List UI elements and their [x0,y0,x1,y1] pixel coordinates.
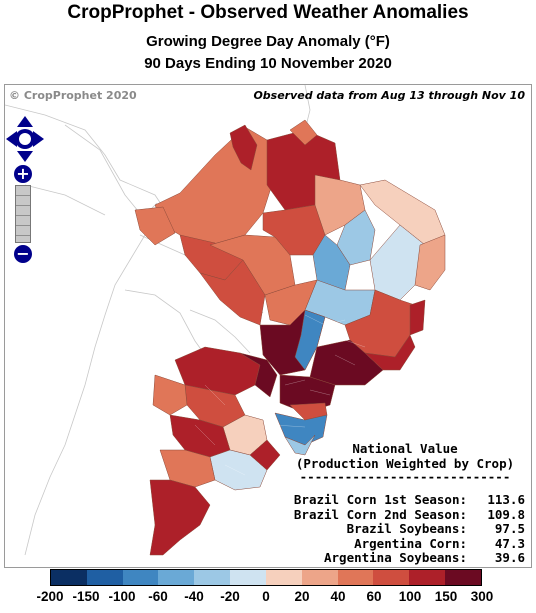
national-value-subheading: (Production Weighted by Crop) [295,456,515,471]
district-texture [194,314,366,476]
legend-swatch [337,570,374,585]
national-value-panel: National Value (Production Weighted by C… [285,441,525,566]
national-value-rule: ---------------------------- [299,469,511,484]
legend-tick-label: -20 [220,589,240,604]
region-roraima [229,124,258,171]
region-acre [134,206,176,246]
legend-swatch [445,570,481,585]
region-amapa [289,119,318,146]
legend-swatch [265,570,302,585]
region-ar-entre-rios [249,439,281,471]
crop-label: Brazil Corn 2nd Season: [293,506,467,522]
legend-swatch [86,570,123,585]
legend-tick-label: 150 [434,589,458,604]
legend-tick-label: -40 [184,589,204,604]
crop-value: 113.6 [487,492,525,507]
legend-tick-label: -100 [108,589,136,604]
crop-label: Argentina Soybeans: [324,550,467,565]
region-ar-buenos-aires [209,449,268,491]
legend-swatch [230,570,266,585]
anomaly-map[interactable] [5,85,531,567]
pan-arrows-icon [6,116,44,162]
legend-tick-label: 20 [294,589,310,604]
national-value-row: Argentina Soybeans: 39.6 [285,550,525,566]
region-espirito-santo [409,299,426,336]
region-ar-west [152,374,188,416]
national-value-row: Brazil Corn 1st Season: 113.6 [285,492,525,508]
crop-value: 39.6 [494,550,525,565]
national-value-rows: Brazil Corn 1st Season: 113.6 Brazil Corn … [285,492,525,566]
pan-control[interactable] [5,115,45,168]
zoom-control[interactable]: + − [11,165,35,263]
argentina-regions [149,346,281,556]
region-rondonia-south [199,259,266,326]
map-copyright: © CropProphet 2020 [9,89,137,102]
crop-value: 97.5 [494,521,525,536]
legend-ticks: -200 -150 -100 -60 -40 -20 0 20 40 60 100 150 300 [0,589,536,611]
region-rs-south [284,434,316,456]
legend-swatch [194,570,231,585]
map-subtitle-period: 90 Days Ending 10 November 2020 [144,55,392,72]
crop-label: Brazil Corn 1st Season: [293,492,467,507]
legend-tick-label: -200 [36,589,64,604]
region-ar-south [149,479,211,556]
crop-label: Brazil Soybeans: [346,521,467,536]
observed-period-note: Observed data from Aug 13 through Nov 10 [253,89,525,102]
legend-tick-label: -150 [72,589,100,604]
national-value-row: Brazil Corn 2nd Season: 109.8 [285,506,525,523]
region-goias-blue-patch [294,309,326,371]
legend-tick-label: 300 [470,589,494,604]
legend-swatch [51,570,87,585]
color-legend [50,569,482,586]
brazil-regions [134,119,446,456]
national-value-row: Brazil Soybeans: 97.5 [285,521,525,537]
region-rio-coast [364,334,416,371]
zoom-out-button[interactable]: − [14,245,32,263]
legend-swatch [122,570,159,585]
region-ar-northeast [239,352,278,398]
region-bahia-coast [414,234,446,291]
crop-value: 109.8 [487,506,525,522]
legend-swatch [409,570,446,585]
crop-label: Argentina Corn: [354,535,467,551]
map-subtitle-variable: Growing Degree Day Anomaly (°F) [146,33,390,50]
crop-value: 47.3 [494,535,525,551]
zoom-slider[interactable] [15,185,31,243]
national-value-heading: National Value [352,441,458,456]
legend-tick-label: 40 [330,589,346,604]
map-panel[interactable]: © CropProphet 2020 Observed data from Au… [4,84,532,568]
legend-tick-label: 0 [262,589,270,604]
legend-swatch [158,570,195,585]
national-value-row: Argentina Corn: 47.3 [285,535,525,552]
page-title: CropProphet - Observed Weather Anomalies [67,2,469,23]
legend-swatch [301,570,338,585]
legend-tick-label: -60 [148,589,168,604]
legend-swatch [373,570,410,585]
zoom-in-button[interactable]: + [14,165,32,183]
legend-tick-label: 60 [366,589,382,604]
legend-tick-label: 100 [398,589,422,604]
